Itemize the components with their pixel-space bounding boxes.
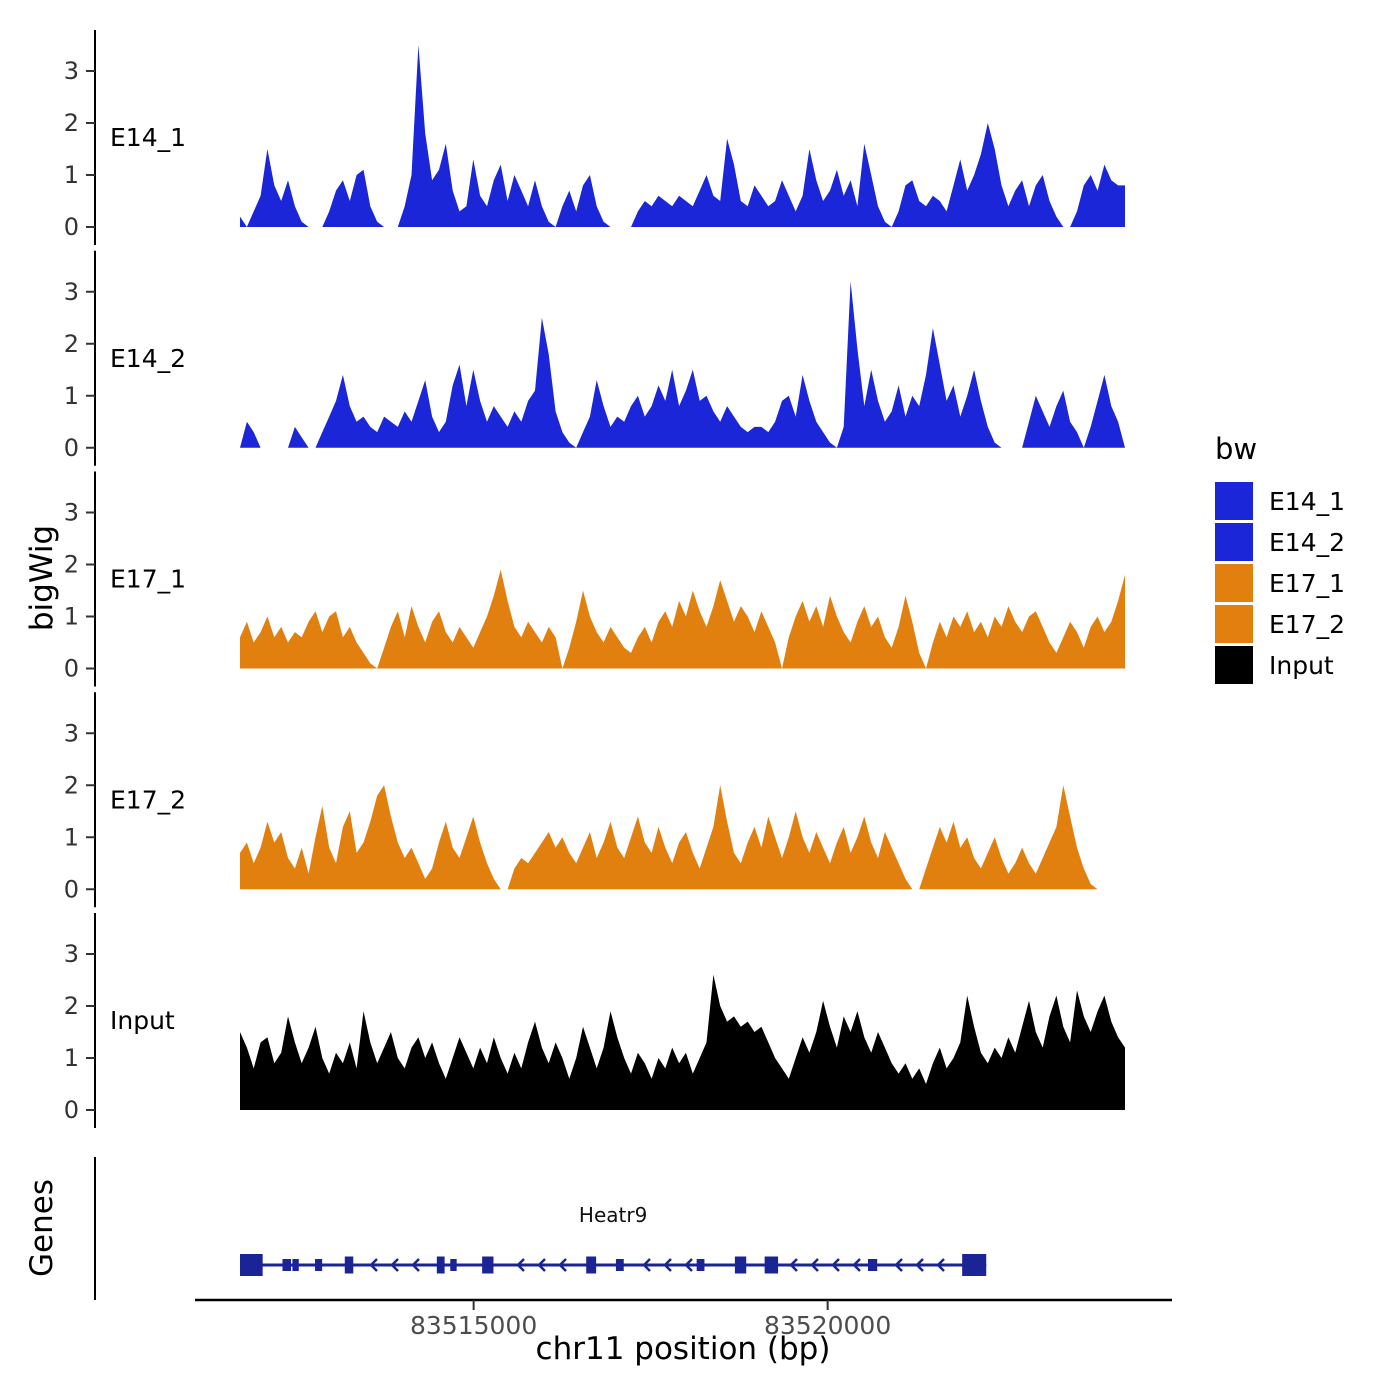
exon-box	[696, 1259, 705, 1271]
y-tick-label: 1	[64, 603, 79, 631]
exon-box	[282, 1259, 291, 1271]
strand-arrow-left	[663, 1258, 672, 1272]
x-axis-title: chr11 position (bp)	[535, 1331, 831, 1367]
strand-arrow-left	[558, 1258, 567, 1272]
strand-arrow-left	[915, 1258, 924, 1272]
strand-arrow-left	[852, 1258, 861, 1272]
exon-box	[450, 1259, 457, 1271]
y-tick-label: 2	[64, 771, 79, 799]
y-tick-label: 1	[64, 1044, 79, 1072]
legend-items: E14_1 E14_2 E17_1 E17_2 Input	[1215, 482, 1345, 684]
legend-entry-label: E17_2	[1269, 609, 1346, 639]
exon-box	[344, 1256, 354, 1274]
strand-arrow-left	[936, 1258, 945, 1272]
strand-arrow-left	[369, 1258, 378, 1272]
strand-arrow-left	[789, 1258, 798, 1272]
exon-box	[315, 1259, 323, 1271]
strand-arrow-left	[537, 1258, 546, 1272]
legend-entry-E14_2: E14_2	[1215, 523, 1345, 561]
exon-box	[240, 1254, 263, 1276]
coverage-area-E14_1	[240, 45, 1125, 227]
legend-entry-Input: Input	[1215, 646, 1345, 684]
y-tick-label: 2	[64, 551, 79, 579]
y-tick-label: 3	[64, 940, 79, 968]
legend-entry-E14_1: E14_1	[1215, 482, 1345, 520]
strand-arrow-left	[642, 1258, 651, 1272]
legend-entry-label: E14_2	[1269, 527, 1346, 557]
legend-swatch	[1215, 523, 1253, 561]
y-tick-label: 2	[64, 109, 79, 137]
legend-title: bw	[1215, 432, 1258, 466]
exon-box	[962, 1254, 987, 1276]
strand-arrow-left	[894, 1258, 903, 1272]
strand-arrow-left	[411, 1258, 420, 1272]
exon-box	[292, 1259, 299, 1271]
exon-box	[734, 1256, 747, 1274]
y-tick-label: 0	[64, 875, 79, 903]
y-tick-label: 0	[64, 434, 79, 462]
y-tick-label: 3	[64, 278, 79, 306]
exon-box	[615, 1259, 624, 1271]
y-tick-label: 3	[64, 719, 79, 747]
track-label-E14_2: E14_2	[110, 344, 186, 373]
y-tick-label: 2	[64, 330, 79, 358]
legend-swatch	[1215, 482, 1253, 520]
y-tick-label: 0	[64, 1096, 79, 1124]
legend-swatch	[1215, 605, 1253, 643]
y-tick-label: 0	[64, 213, 79, 241]
exon-box	[436, 1256, 445, 1274]
gene-name-label: Heatr9	[579, 1203, 647, 1227]
coverage-area-E17_2	[240, 785, 1125, 890]
x-tick-label: 83515000	[410, 1311, 537, 1340]
y-tick-label: 0	[64, 655, 79, 683]
exon-box	[764, 1256, 779, 1274]
y-tick-label: 1	[64, 382, 79, 410]
strand-arrow-left	[516, 1258, 525, 1272]
y-tick-label: 3	[64, 499, 79, 527]
legend-entry-label: E14_1	[1269, 486, 1346, 516]
strand-arrow-left	[831, 1258, 840, 1272]
legend-entry-label: E17_1	[1269, 568, 1346, 598]
exon-box	[482, 1256, 494, 1274]
exon-box	[867, 1259, 878, 1271]
coverage-area-Input	[240, 974, 1125, 1110]
legend-swatch	[1215, 646, 1253, 684]
y-tick-label: 1	[64, 823, 79, 851]
strand-arrow-left	[810, 1258, 819, 1272]
legend-entry-E17_2: E17_2	[1215, 605, 1345, 643]
legend-entry-E17_1: E17_1	[1215, 564, 1345, 602]
track-label-E17_1: E17_1	[110, 565, 186, 594]
x-tick-label: 83520000	[764, 1311, 891, 1340]
legend: bw E14_1 E14_2 E17_1 E17_2 Input	[1215, 432, 1345, 687]
y-tick-label: 2	[64, 992, 79, 1020]
coverage-area-E17_1	[240, 569, 1125, 669]
coverage-area-E14_2	[240, 281, 1125, 448]
track-label-E14_1: E14_1	[110, 123, 186, 152]
y-tick-label: 3	[64, 57, 79, 85]
strand-arrow-left	[390, 1258, 399, 1272]
y-tick-label: 1	[64, 161, 79, 189]
track-label-E17_2: E17_2	[110, 785, 186, 814]
strand-arrow-left	[684, 1258, 693, 1272]
exon-box	[586, 1256, 597, 1274]
track-label-Input: Input	[110, 1006, 175, 1035]
legend-entry-label: Input	[1269, 650, 1334, 680]
legend-swatch	[1215, 564, 1253, 602]
